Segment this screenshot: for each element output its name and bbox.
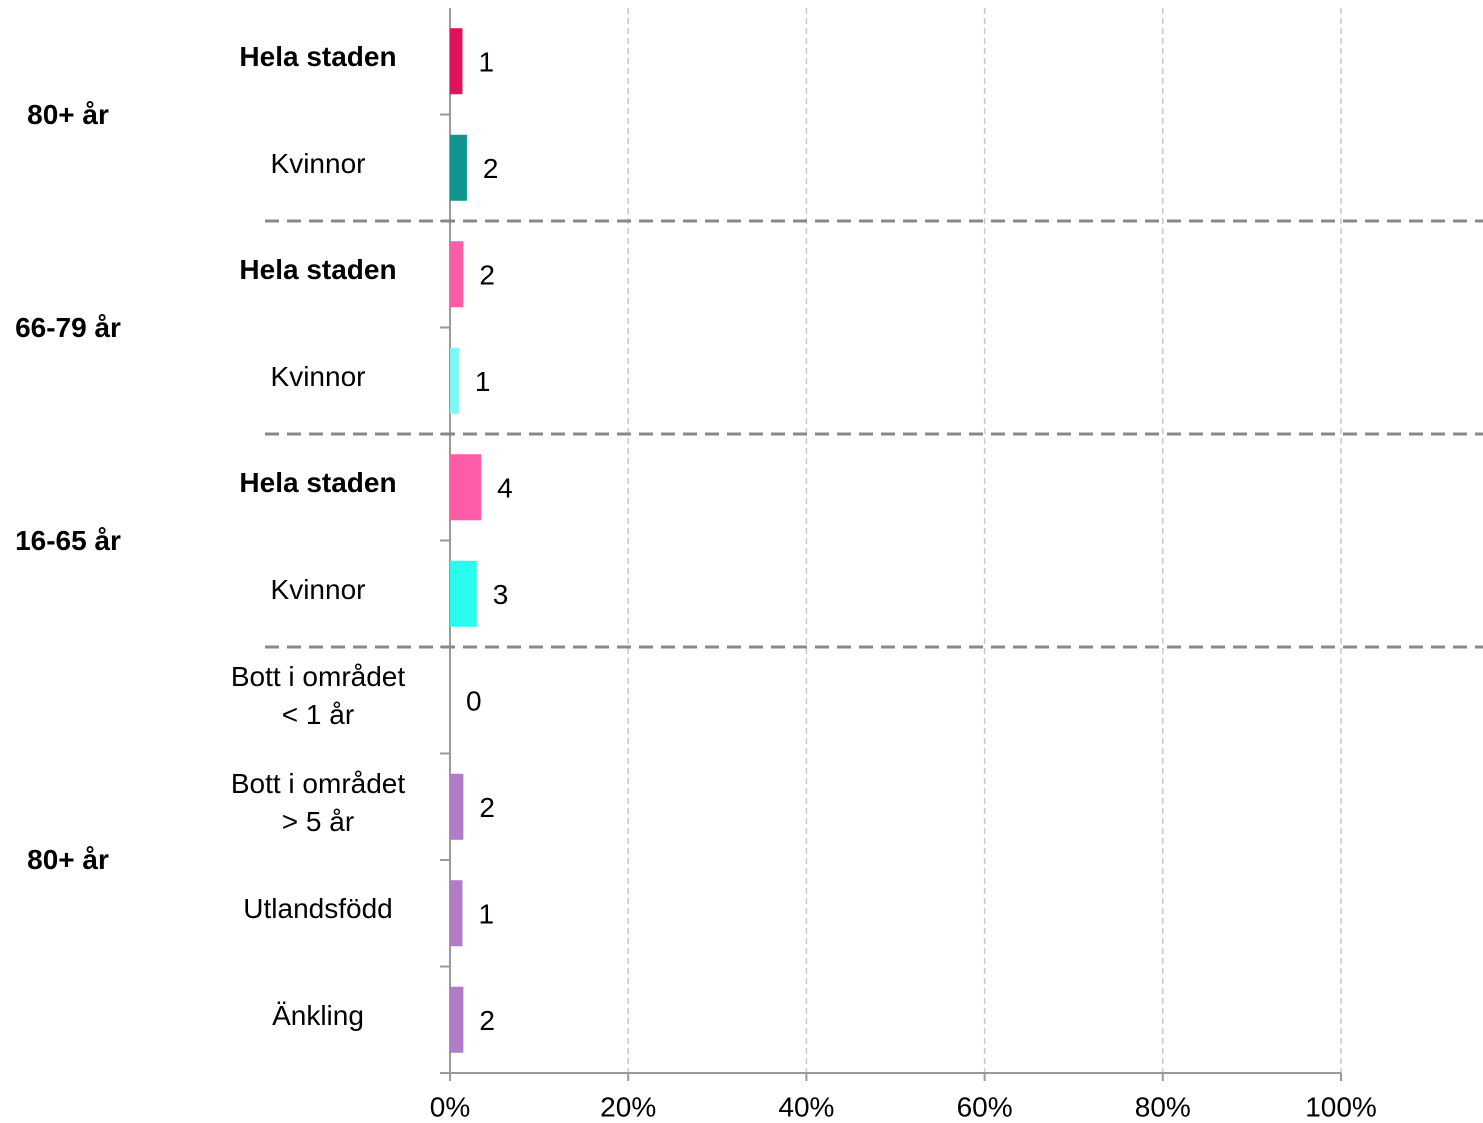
category-label: Kvinnor xyxy=(270,573,366,605)
category-label: Bott i området < 1 år xyxy=(230,661,406,731)
bar xyxy=(450,347,459,414)
value-label: 2 xyxy=(479,1005,495,1036)
value-label: 3 xyxy=(493,579,509,610)
category-label: Kvinnor xyxy=(270,360,366,392)
value-label: 2 xyxy=(479,792,495,823)
value-label: 1 xyxy=(478,47,494,78)
value-label: 2 xyxy=(483,153,499,184)
category-label: Hela staden xyxy=(239,254,397,286)
bar xyxy=(450,241,464,308)
bar xyxy=(450,560,477,627)
category-label: Utlandsfödd xyxy=(243,893,393,925)
x-tick-label: 80% xyxy=(1135,1091,1191,1122)
value-label: 0 xyxy=(466,686,482,717)
category-label: Kvinnor xyxy=(270,147,366,179)
group-label: 16-65 år xyxy=(15,524,121,556)
group-label: 66-79 år xyxy=(15,311,121,343)
group-label: 80+ år xyxy=(27,844,109,875)
x-tick-label: 100% xyxy=(1305,1091,1377,1122)
value-label: 1 xyxy=(475,366,491,397)
group-label: 80+ år xyxy=(27,98,109,130)
bar xyxy=(450,880,463,947)
x-tick-label: 40% xyxy=(778,1091,834,1122)
value-label: 1 xyxy=(478,899,494,930)
bar xyxy=(450,773,464,840)
value-label: 4 xyxy=(497,473,513,504)
category-label: Bott i området > 5 år xyxy=(230,767,406,837)
category-label: Hela staden xyxy=(239,41,397,73)
bar xyxy=(450,134,467,201)
x-tick-label: 20% xyxy=(600,1091,656,1122)
bar xyxy=(450,28,463,95)
category-label: Hela staden xyxy=(239,467,397,499)
category-label: Änkling xyxy=(272,999,364,1031)
x-tick-label: 0% xyxy=(430,1091,470,1122)
bar xyxy=(450,454,482,521)
bar xyxy=(450,986,464,1053)
value-label: 2 xyxy=(479,260,495,291)
x-tick-label: 60% xyxy=(957,1091,1013,1122)
